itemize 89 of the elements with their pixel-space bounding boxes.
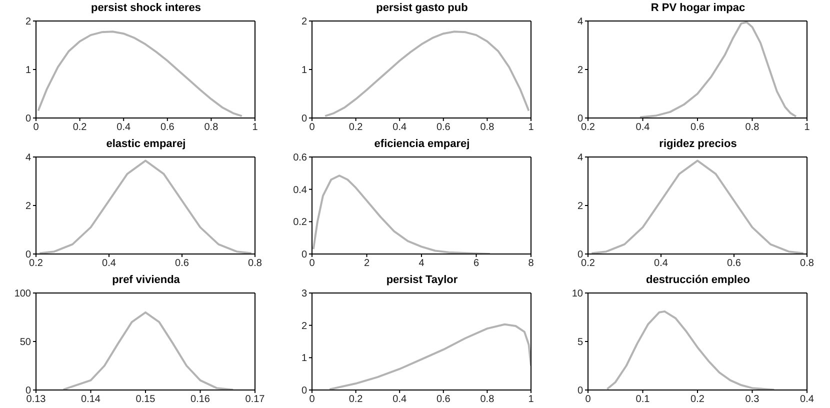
x-tick-label: 0.4 bbox=[392, 122, 407, 134]
x-tick-label: 0 bbox=[585, 394, 592, 406]
chart-title: destrucción empleo bbox=[645, 274, 751, 286]
line-series bbox=[639, 21, 798, 118]
chart-title: persist Taylor bbox=[385, 274, 459, 286]
y-tick-label: 5 bbox=[577, 337, 584, 348]
x-tick-label: 0.6 bbox=[160, 122, 175, 134]
chart-title: pref vivienda bbox=[111, 274, 181, 286]
line-series bbox=[38, 160, 252, 254]
x-tick-label: 0.16 bbox=[190, 394, 210, 406]
chart-title: R PV hogar impac bbox=[650, 2, 746, 14]
x-tick-label: 0.2 bbox=[348, 394, 364, 406]
x-tick-label: 0.8 bbox=[800, 258, 814, 270]
x-tick-label: 0.4 bbox=[636, 122, 650, 134]
y-tick-label: 0 bbox=[577, 250, 584, 261]
x-tick-label: 0.4 bbox=[392, 394, 407, 406]
x-tick-label: 0 bbox=[33, 122, 40, 134]
x-tick-label: 0.6 bbox=[175, 258, 190, 270]
line-series bbox=[312, 174, 491, 254]
chart-title: persist gasto pub bbox=[375, 2, 469, 14]
y-tick-label: 0 bbox=[25, 250, 32, 261]
y-tick-label: 0.6 bbox=[293, 152, 308, 164]
x-tick-label: 0.2 bbox=[72, 122, 88, 134]
x-tick-label: 8 bbox=[528, 258, 534, 270]
chart-title: elastic emparej bbox=[105, 138, 187, 150]
line-series bbox=[324, 30, 530, 118]
y-tick-label: 1 bbox=[301, 353, 308, 364]
y-tick-label: 2 bbox=[301, 320, 308, 332]
x-tick-label: 0.8 bbox=[480, 394, 495, 406]
x-tick-label: 0.13 bbox=[26, 394, 46, 406]
y-tick-label: 2 bbox=[577, 201, 584, 212]
y-tick-label: 0 bbox=[301, 250, 308, 261]
x-tick-label: 1 bbox=[528, 394, 534, 406]
y-tick-label: 0.4 bbox=[293, 184, 308, 196]
chart-title: eficiencia emparej bbox=[373, 138, 471, 150]
x-tick-label: 4 bbox=[418, 258, 425, 270]
x-tick-label: 0.6 bbox=[436, 394, 451, 406]
line-series bbox=[606, 310, 776, 390]
x-tick-label: 0.3 bbox=[745, 394, 760, 406]
y-tick-label: 0.2 bbox=[293, 217, 308, 228]
y-tick-label: 1 bbox=[301, 65, 308, 76]
y-tick-label: 0 bbox=[301, 386, 308, 397]
x-tick-label: 2 bbox=[364, 258, 370, 270]
x-tick-label: 0.8 bbox=[204, 122, 219, 134]
x-tick-label: 0.6 bbox=[727, 258, 742, 270]
x-tick-label: 0.14 bbox=[81, 394, 101, 406]
x-tick-label: 0.6 bbox=[690, 122, 705, 134]
chart-title: rigidez precios bbox=[658, 138, 738, 150]
x-tick-label: 0.8 bbox=[480, 122, 495, 134]
x-tick-label: 0.4 bbox=[654, 258, 668, 270]
y-tick-label: 4 bbox=[25, 152, 32, 164]
y-tick-label: 2 bbox=[25, 16, 32, 28]
line-series bbox=[328, 323, 531, 390]
y-tick-label: 0 bbox=[577, 114, 584, 125]
y-tick-label: 10 bbox=[572, 288, 584, 300]
y-tick-label: 4 bbox=[577, 152, 584, 164]
x-tick-label: 0 bbox=[309, 122, 316, 134]
x-tick-label: 1 bbox=[252, 122, 258, 134]
chart-title: persist shock interes bbox=[90, 2, 202, 14]
line-series bbox=[590, 160, 804, 254]
y-tick-label: 100 bbox=[14, 288, 32, 300]
y-tick-label: 0 bbox=[25, 114, 32, 125]
x-tick-label: 0.6 bbox=[436, 122, 451, 134]
x-tick-label: 0.2 bbox=[690, 394, 705, 406]
y-tick-label: 1 bbox=[25, 65, 32, 76]
line-series bbox=[37, 30, 243, 118]
x-tick-label: 0.15 bbox=[136, 394, 156, 406]
x-tick-label: 1 bbox=[528, 122, 534, 134]
y-tick-label: 0 bbox=[577, 386, 584, 397]
y-tick-label: 2 bbox=[301, 16, 308, 28]
x-tick-label: 0.4 bbox=[800, 394, 814, 406]
x-tick-label: 0.8 bbox=[745, 122, 760, 134]
x-tick-label: 0.8 bbox=[248, 258, 262, 270]
x-tick-label: 6 bbox=[473, 258, 480, 270]
x-tick-label: 0.4 bbox=[116, 122, 131, 134]
line-series bbox=[62, 311, 234, 390]
y-tick-label: 50 bbox=[20, 337, 32, 348]
x-tick-label: 1 bbox=[804, 122, 810, 134]
x-tick-label: 0 bbox=[309, 258, 316, 270]
x-tick-label: 0.17 bbox=[245, 394, 266, 406]
y-tick-label: 2 bbox=[25, 201, 32, 212]
y-tick-label: 3 bbox=[301, 288, 308, 300]
y-tick-label: 4 bbox=[577, 16, 584, 28]
y-tick-label: 0 bbox=[301, 114, 308, 125]
x-tick-label: 0.2 bbox=[348, 122, 364, 134]
y-tick-label: 2 bbox=[577, 65, 584, 76]
x-tick-label: 0 bbox=[309, 394, 316, 406]
x-tick-label: 0.4 bbox=[102, 258, 116, 270]
x-tick-label: 0.1 bbox=[636, 394, 650, 406]
